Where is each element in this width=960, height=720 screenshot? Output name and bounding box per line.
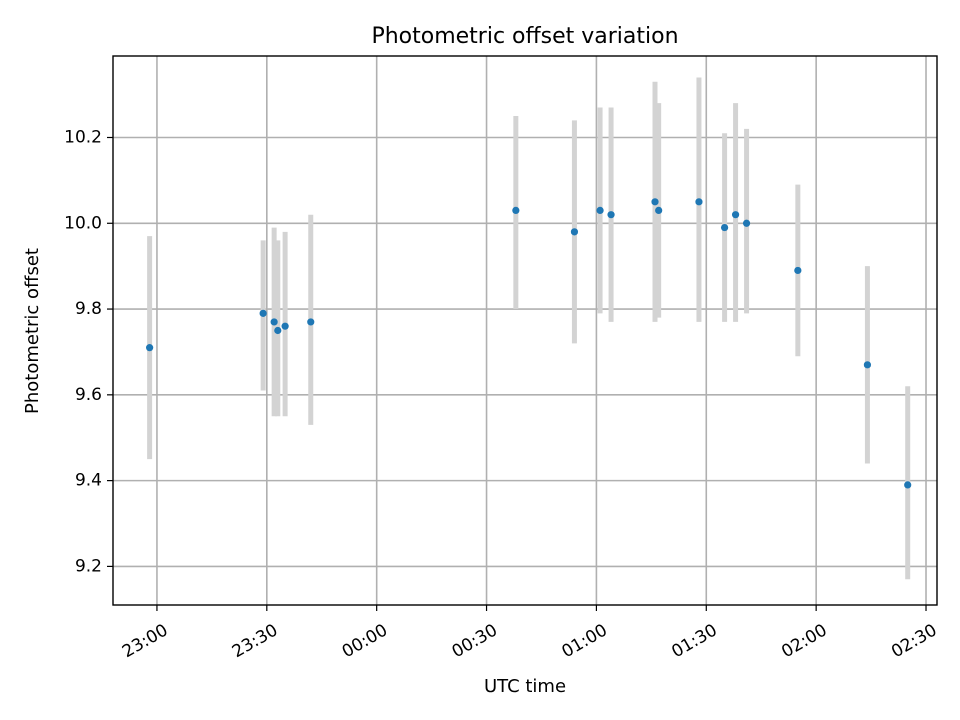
y-tick-label: 10.2 — [64, 127, 102, 147]
data-point — [281, 322, 289, 330]
data-point — [607, 211, 615, 219]
y-tick-label: 10.0 — [64, 213, 102, 233]
data-point — [904, 481, 912, 489]
plot-frame — [112, 55, 938, 606]
data-point — [731, 211, 740, 219]
data-point — [742, 219, 751, 227]
data-point — [146, 344, 154, 352]
data-point — [695, 198, 703, 206]
data-point — [307, 318, 315, 326]
data-point — [570, 228, 579, 236]
x-axis-label: UTC time — [484, 676, 566, 697]
data-point — [720, 223, 729, 232]
data-point — [655, 206, 663, 215]
chart-title: Photometric offset variation — [371, 24, 678, 49]
y-tick-label: 9.6 — [75, 385, 102, 405]
data-points — [146, 198, 912, 489]
y-tick-label: 9.8 — [75, 299, 102, 319]
data-point — [274, 326, 282, 335]
y-tick-label: 9.2 — [75, 556, 102, 576]
data-point — [863, 361, 872, 369]
data-point — [794, 266, 802, 275]
data-point — [596, 206, 604, 215]
data-point — [512, 206, 520, 215]
data-point — [270, 318, 278, 326]
data-point — [259, 309, 267, 317]
y-axis-label: Photometric offset — [22, 248, 43, 414]
y-tick-label: 9.4 — [75, 471, 102, 491]
data-point — [651, 198, 659, 206]
grid-lines — [113, 56, 937, 605]
